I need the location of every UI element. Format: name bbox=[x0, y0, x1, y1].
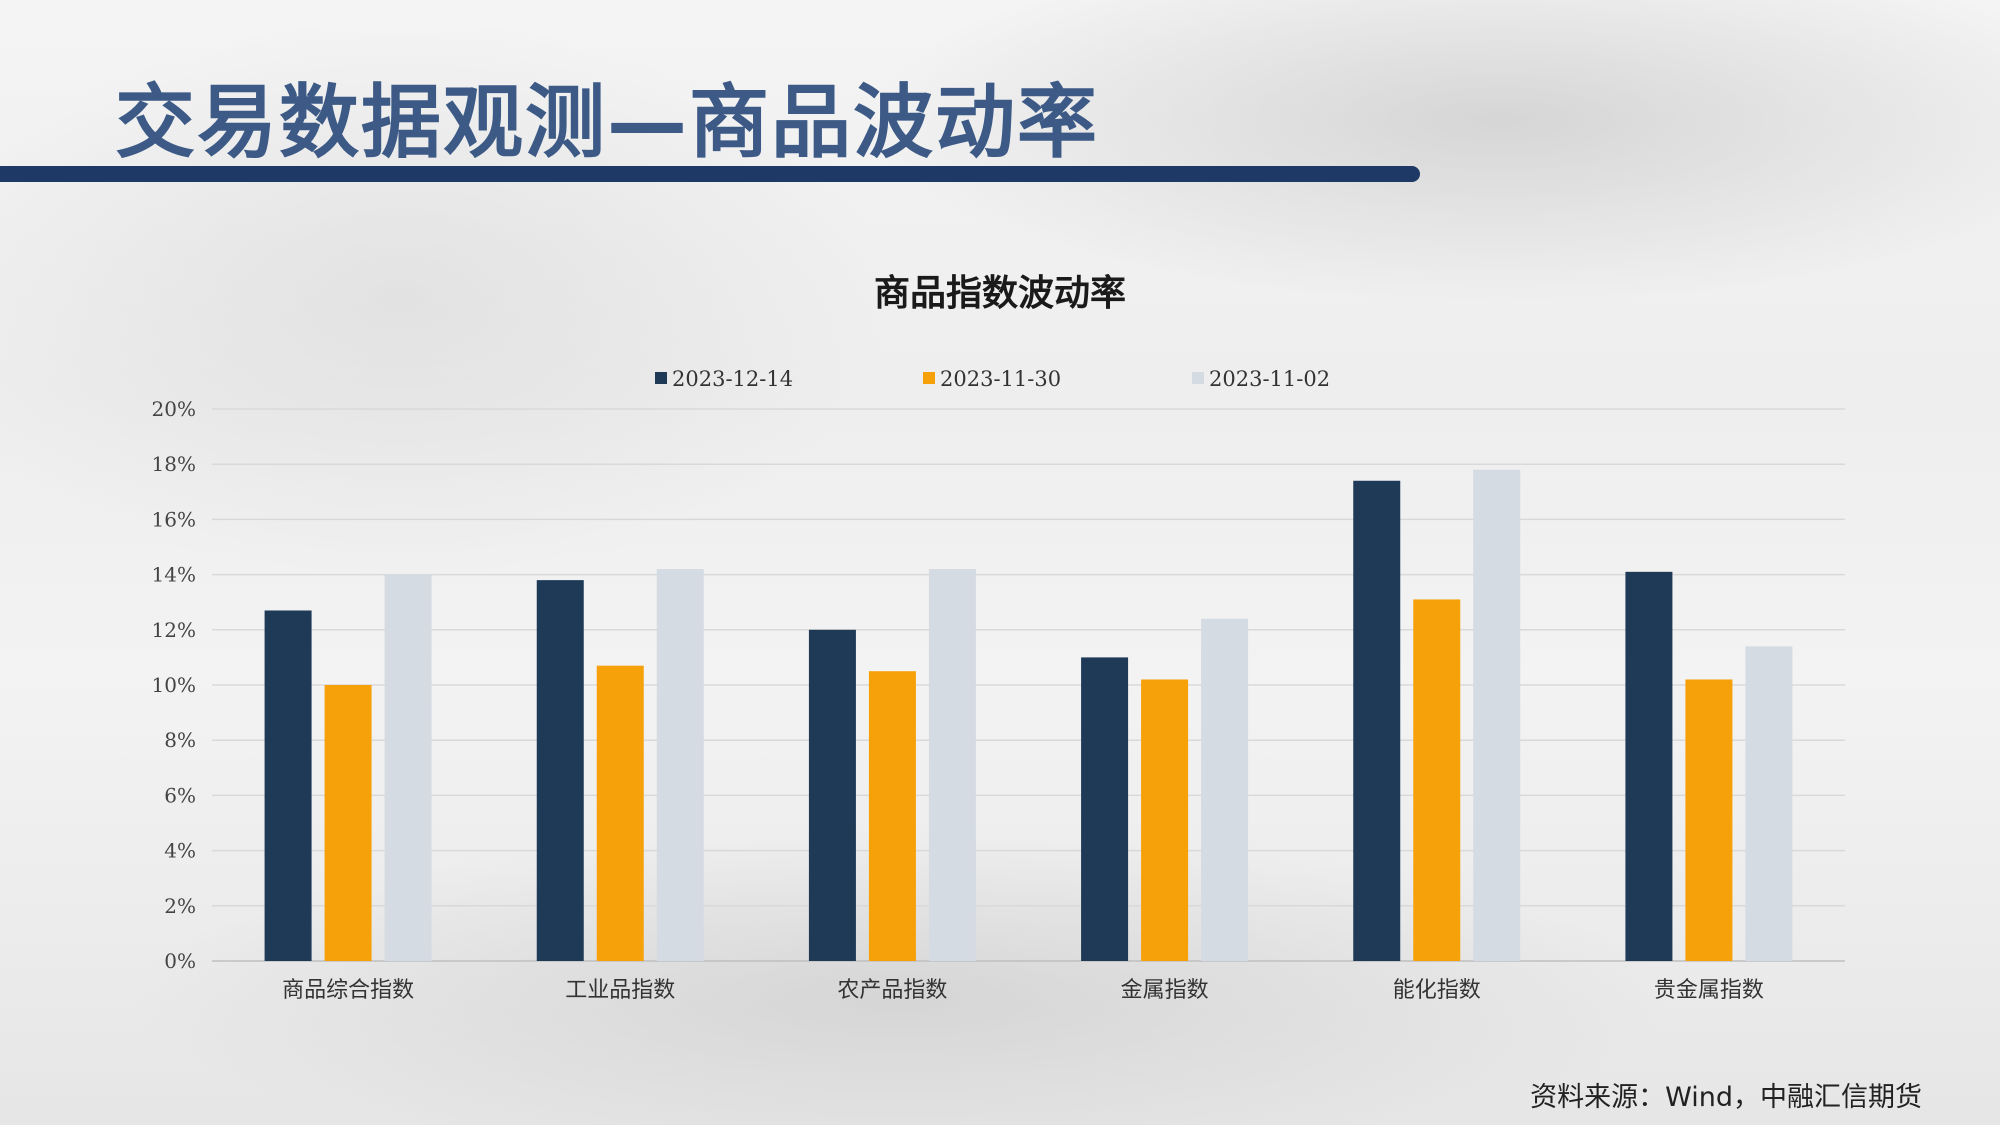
legend-label: 2023-11-02 bbox=[1209, 367, 1330, 391]
y-tick-label: 12% bbox=[152, 618, 196, 642]
legend-label: 2023-12-14 bbox=[672, 367, 793, 391]
bar-2023-12-14-工业品指数 bbox=[536, 580, 584, 961]
bar-2023-11-02-工业品指数 bbox=[656, 569, 704, 961]
bar-2023-11-30-农产品指数 bbox=[868, 671, 916, 961]
legend-swatch bbox=[1192, 372, 1204, 384]
legend-swatch bbox=[655, 372, 667, 384]
bar-2023-12-14-商品综合指数 bbox=[264, 610, 312, 961]
y-tick-label: 8% bbox=[164, 728, 196, 752]
bar-2023-11-30-工业品指数 bbox=[596, 665, 644, 961]
chart-title: 商品指数波动率 bbox=[874, 273, 1126, 314]
bar-2023-11-02-农产品指数 bbox=[928, 569, 976, 961]
x-tick-label: 贵金属指数 bbox=[1654, 978, 1764, 1003]
x-tick-label: 金属指数 bbox=[1121, 978, 1209, 1003]
y-tick-label: 6% bbox=[164, 783, 196, 807]
y-tick-label: 16% bbox=[152, 507, 196, 531]
y-tick-label: 10% bbox=[152, 673, 196, 697]
title-underline-bar bbox=[0, 166, 1420, 182]
legend-item: 2023-11-02 bbox=[1192, 367, 1330, 391]
x-tick-label: 能化指数 bbox=[1393, 978, 1481, 1003]
y-tick-label: 2% bbox=[164, 894, 196, 918]
bar-2023-12-14-能化指数 bbox=[1353, 480, 1401, 961]
bar-2023-11-02-贵金属指数 bbox=[1745, 646, 1793, 961]
x-axis: 商品综合指数 工业品指数 农产品指数 金属指数 能化指数 贵金属指数 bbox=[282, 978, 1764, 1003]
y-tick-label: 18% bbox=[152, 452, 196, 476]
x-tick-label: 农产品指数 bbox=[837, 978, 947, 1003]
bar-2023-11-30-商品综合指数 bbox=[324, 685, 372, 961]
legend: 2023-12-14 2023-11-30 2023-11-02 bbox=[655, 367, 1330, 391]
y-axis: 0% 2% 4% 6% 8% 10% 12% 14% 16% 18% 20% bbox=[152, 397, 196, 973]
source-note: 资料来源：Wind，中融汇信期货 bbox=[1530, 1082, 1922, 1113]
bar-2023-11-30-贵金属指数 bbox=[1685, 679, 1733, 961]
bar-2023-11-02-金属指数 bbox=[1201, 618, 1249, 961]
x-tick-label: 商品综合指数 bbox=[282, 978, 414, 1003]
legend-swatch bbox=[923, 372, 935, 384]
bar-2023-11-02-商品综合指数 bbox=[384, 574, 432, 961]
y-tick-label: 0% bbox=[164, 949, 196, 973]
bar-2023-11-30-能化指数 bbox=[1413, 599, 1461, 961]
y-tick-label: 20% bbox=[152, 397, 196, 421]
y-tick-label: 4% bbox=[164, 839, 196, 863]
bars bbox=[264, 469, 1793, 961]
legend-label: 2023-11-30 bbox=[940, 367, 1061, 391]
bar-2023-12-14-农产品指数 bbox=[808, 629, 856, 961]
y-tick-label: 14% bbox=[152, 563, 196, 587]
bar-2023-11-02-能化指数 bbox=[1473, 469, 1521, 961]
x-tick-label: 工业品指数 bbox=[565, 978, 675, 1003]
bar-2023-12-14-贵金属指数 bbox=[1625, 571, 1673, 961]
legend-item: 2023-12-14 bbox=[655, 367, 793, 391]
bar-2023-12-14-金属指数 bbox=[1081, 657, 1129, 961]
page-title: 交易数据观测—商品波动率 bbox=[115, 76, 1099, 169]
bar-2023-11-30-金属指数 bbox=[1141, 679, 1189, 961]
legend-item: 2023-11-30 bbox=[923, 367, 1061, 391]
grid-lines bbox=[212, 408, 1845, 962]
